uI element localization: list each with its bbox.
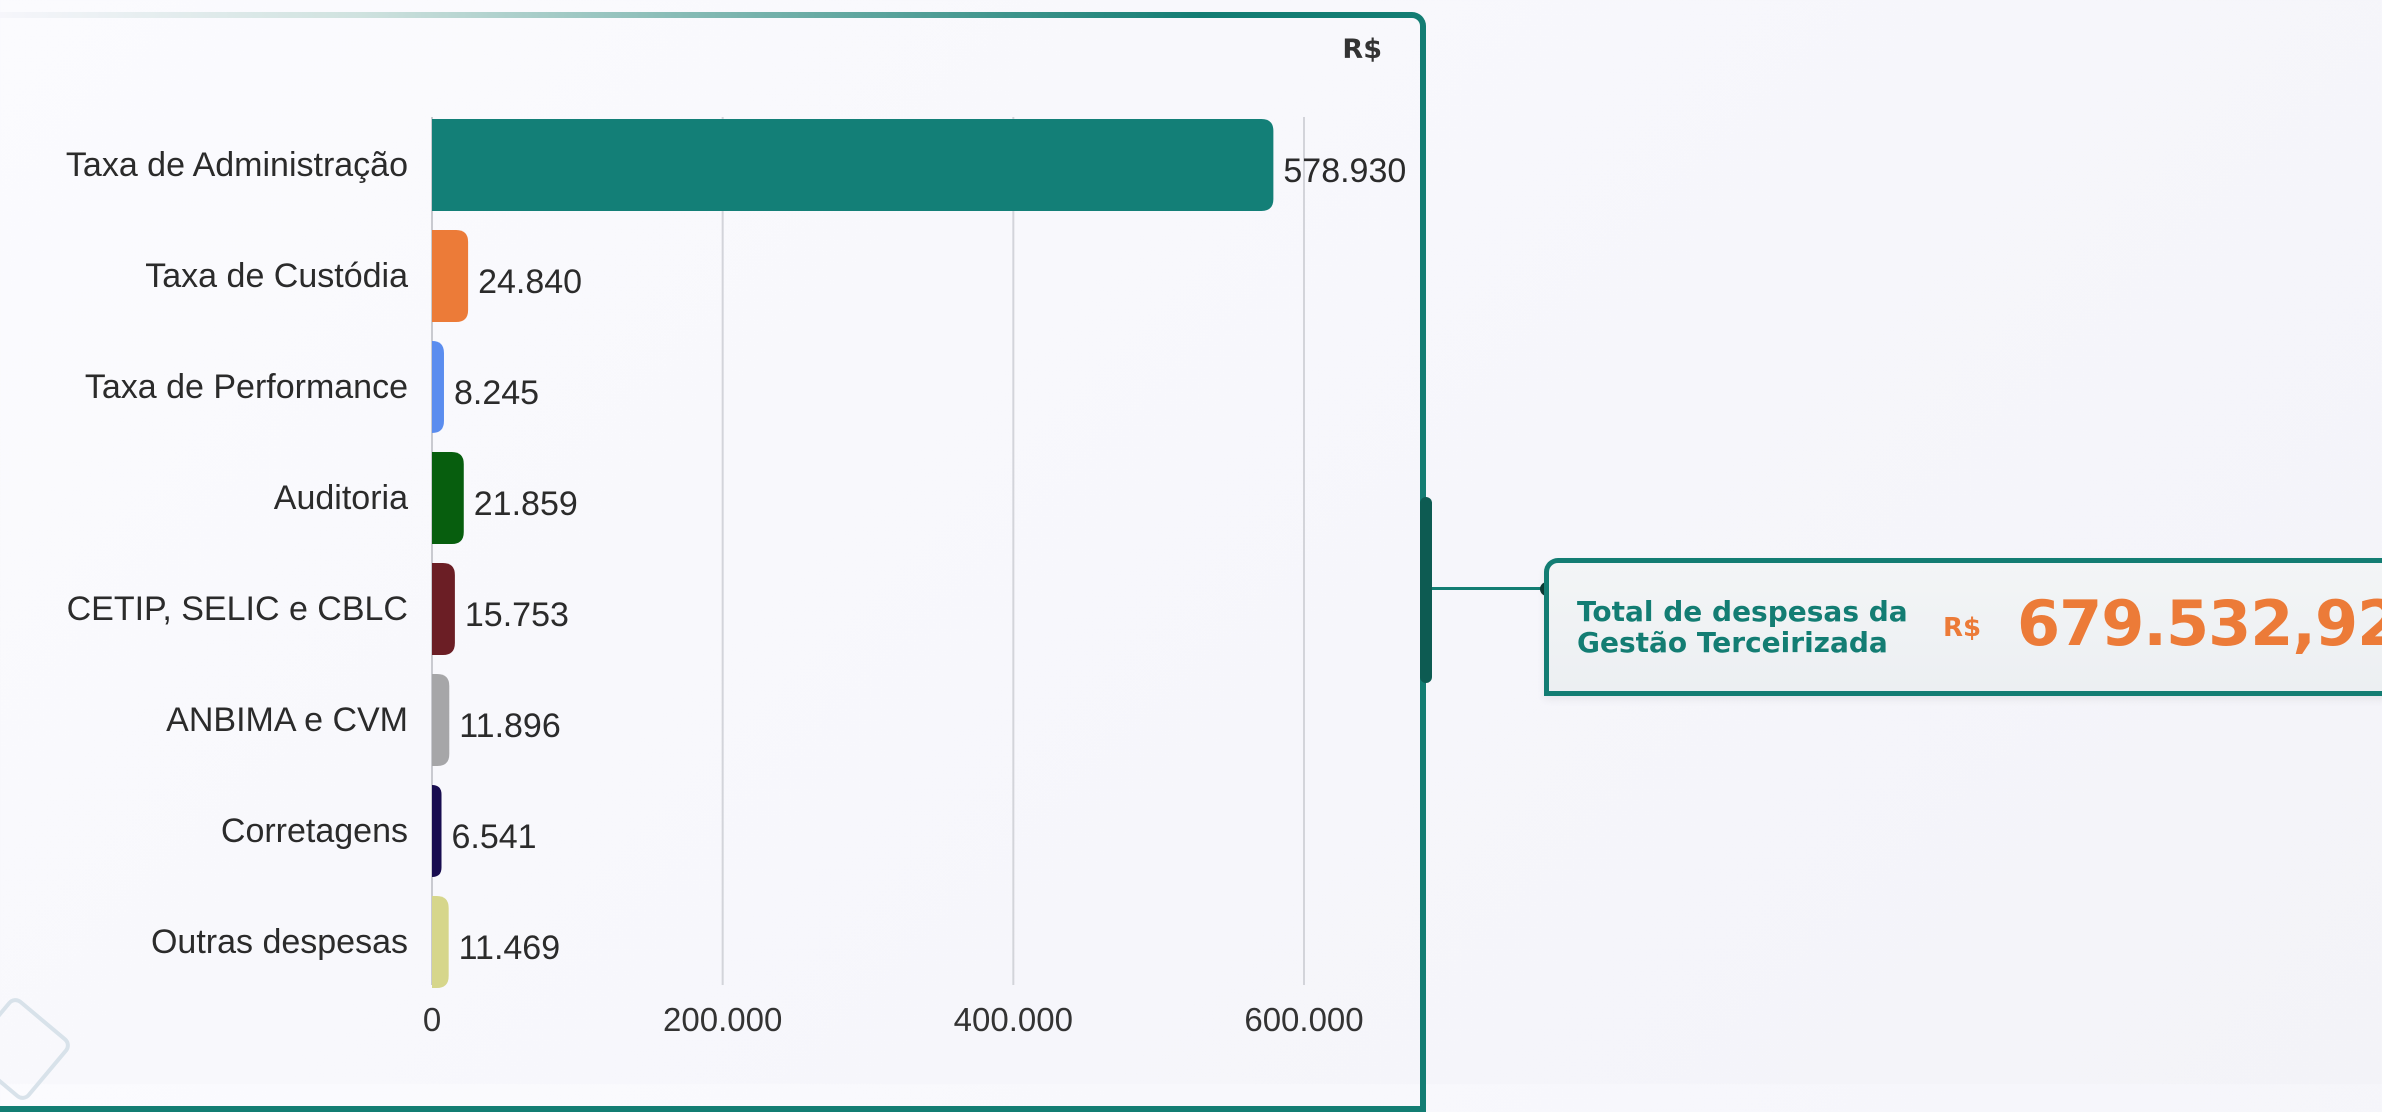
connector-line	[1432, 587, 1546, 590]
value-label: 11.896	[459, 707, 560, 745]
x-tick-label: 0	[423, 1001, 441, 1038]
category-label: Corretagens	[221, 812, 408, 850]
category-label: CETIP, SELIC e CBLC	[67, 590, 408, 628]
x-tick-label: 200.000	[663, 1001, 782, 1038]
value-labels: 578.930 24.840 8.245 21.859 15.753 11.896 6.54…	[452, 152, 1407, 967]
total-label: Total de despesas da Gestão Terceirizada	[1577, 595, 1908, 659]
x-tick-label: 600.000	[1244, 1001, 1363, 1038]
total-currency: R$	[1943, 613, 1982, 643]
category-labels: Taxa de Administração Taxa de Custódia Tax…	[66, 146, 408, 961]
panel-top-border	[0, 12, 1200, 18]
unit-label: R$	[1342, 34, 1382, 65]
bar	[432, 452, 464, 544]
category-label: Taxa de Performance	[85, 368, 408, 406]
bar	[432, 674, 450, 766]
category-label: ANBIMA e CVM	[166, 701, 408, 739]
bar	[432, 896, 449, 988]
bar-chart: Taxa de Administração Taxa de Custódia Tax…	[66, 34, 1407, 1038]
x-axis-ticks: 0 200.000 400.000 600.000	[423, 1001, 1364, 1038]
bar	[432, 341, 444, 433]
value-label: 21.859	[474, 485, 578, 523]
value-label: 11.469	[459, 929, 560, 967]
grid-lines	[431, 117, 1305, 985]
category-label: Auditoria	[274, 479, 408, 517]
bar	[432, 119, 1274, 211]
category-label: Taxa de Administração	[66, 146, 408, 184]
bar	[432, 563, 455, 655]
value-label: 24.840	[478, 263, 582, 301]
value-label: 15.753	[465, 596, 569, 634]
value-label: 6.541	[452, 818, 537, 856]
bar	[432, 785, 442, 877]
category-label: Outras despesas	[151, 923, 408, 961]
x-tick-label: 400.000	[954, 1001, 1073, 1038]
total-value: 679.532,92	[2017, 587, 2382, 660]
connector-handle	[1420, 497, 1432, 683]
bars	[432, 119, 1274, 988]
value-label: 578.930	[1283, 152, 1406, 190]
category-label: Taxa de Custódia	[145, 257, 408, 295]
bar	[432, 230, 469, 322]
value-label: 8.245	[454, 374, 539, 412]
total-expenses-card: Total de despesas da Gestão Terceirizada…	[1544, 558, 2382, 696]
